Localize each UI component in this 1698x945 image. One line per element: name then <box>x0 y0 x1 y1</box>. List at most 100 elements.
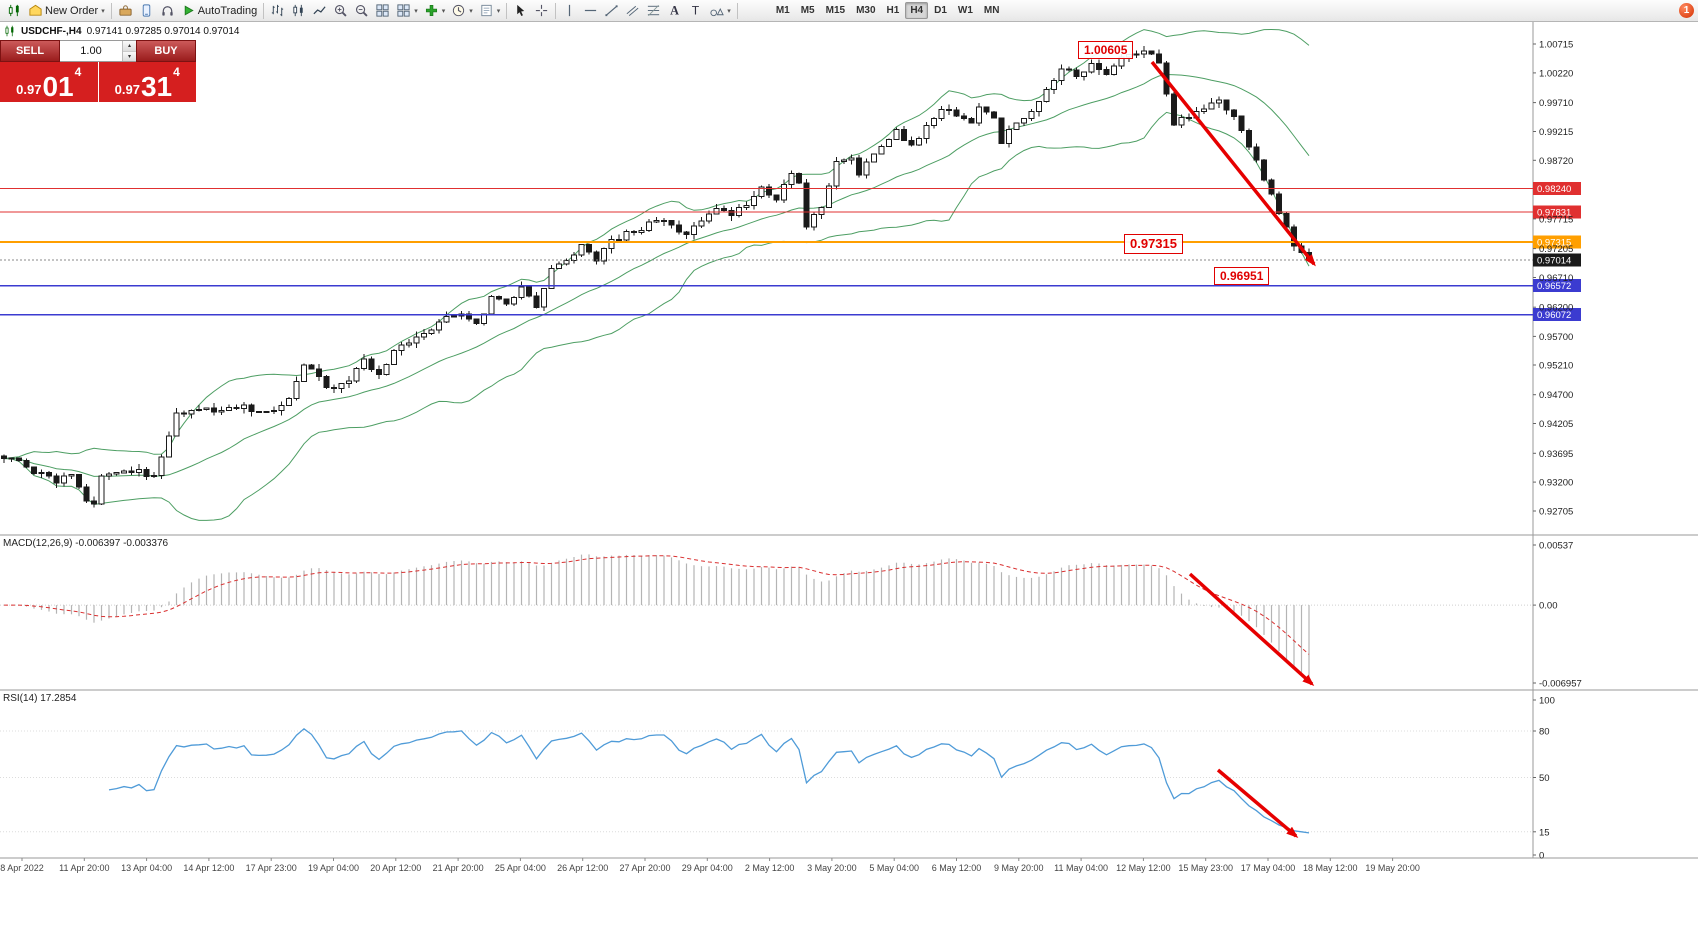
svg-text:27 Apr 20:00: 27 Apr 20:00 <box>619 863 670 873</box>
svg-text:19 May 20:00: 19 May 20:00 <box>1365 863 1420 873</box>
timeframe-m5[interactable]: M5 <box>800 5 815 16</box>
svg-text:0.93200: 0.93200 <box>1539 478 1573 489</box>
data-window-icon[interactable] <box>136 1 157 20</box>
buy-price-prefix: 0.97 <box>114 82 140 97</box>
main-toolbar: New Order ▾ AutoTrading ▾ ▾ ▾ ▾ A T ▾ M1 M5 M15 M30 H… <box>0 0 1698 22</box>
svg-text:0.98240: 0.98240 <box>1537 184 1571 195</box>
terminal-icon[interactable] <box>157 1 178 20</box>
sell-button[interactable]: SELL <box>0 40 60 62</box>
autotrading-button[interactable]: AutoTrading <box>178 1 261 20</box>
svg-text:0.95700: 0.95700 <box>1539 332 1573 343</box>
svg-text:0.97315: 0.97315 <box>1537 238 1571 249</box>
svg-text:100: 100 <box>1539 696 1555 707</box>
bar-chart-button[interactable] <box>267 1 288 20</box>
candlestick-chart-button[interactable] <box>288 1 309 20</box>
market-watch-icon[interactable] <box>115 1 136 20</box>
annotation-low-price[interactable]: 0.96951 <box>1214 267 1270 285</box>
arrange-windows-button[interactable]: ▾ <box>393 1 421 20</box>
new-order-button[interactable]: New Order ▾ <box>25 1 108 20</box>
buy-price-point: 4 <box>173 65 180 79</box>
svg-text:29 Apr 04:00: 29 Apr 04:00 <box>682 863 733 873</box>
svg-text:0.99215: 0.99215 <box>1539 127 1573 138</box>
volume-decrease-button[interactable]: ▾ <box>123 51 136 61</box>
text-tool[interactable]: A <box>664 1 685 20</box>
toolbar-separator <box>263 2 265 19</box>
svg-text:0.00537: 0.00537 <box>1539 541 1573 552</box>
crosshair-tool[interactable] <box>531 1 552 20</box>
svg-text:11 Apr 20:00: 11 Apr 20:00 <box>59 863 109 873</box>
svg-text:2 May 12:00: 2 May 12:00 <box>745 863 795 873</box>
sell-price-prefix: 0.97 <box>16 82 42 97</box>
svg-text:15 May 23:00: 15 May 23:00 <box>1178 863 1233 873</box>
svg-text:0.97831: 0.97831 <box>1537 208 1571 219</box>
svg-text:0.96710: 0.96710 <box>1539 273 1573 284</box>
template-button[interactable]: ▾ <box>476 1 504 20</box>
svg-text:0.97715: 0.97715 <box>1539 214 1573 225</box>
chart-area: 0.98240 0.97831 0.97315 0.96572 0.96072 0.970… <box>0 22 1698 945</box>
zoom-in-button[interactable] <box>330 1 351 20</box>
svg-text:19 Apr 04:00: 19 Apr 04:00 <box>308 863 359 873</box>
chart-window-icon[interactable] <box>4 1 25 20</box>
horizontal-level-lines[interactable]: 0.98240 0.97831 0.97315 0.96572 0.96072 0.970… <box>0 181 1581 322</box>
buy-price-big: 31 <box>140 71 173 102</box>
volume-value[interactable]: 1.00 <box>80 45 102 57</box>
bollinger-bands <box>3 28 1310 521</box>
price-trend-arrow[interactable] <box>1150 60 1316 267</box>
timeframe-h4[interactable]: H4 <box>905 2 929 19</box>
svg-text:12 May 12:00: 12 May 12:00 <box>1116 863 1171 873</box>
tile-windows-button[interactable] <box>372 1 393 20</box>
svg-text:0.97205: 0.97205 <box>1539 244 1573 255</box>
period-selector-button[interactable]: ▾ <box>448 1 476 20</box>
notification-badge[interactable]: 1 <box>1679 3 1694 18</box>
chart-title: USDCHF-,H4 0.97141 0.97285 0.97014 0.970… <box>4 25 240 37</box>
cursor-tool[interactable] <box>510 1 531 20</box>
annotation-level-price[interactable]: 0.97315 <box>1124 234 1183 254</box>
timeframe-mn[interactable]: MN <box>983 5 1000 16</box>
one-click-trading-panel: SELL 1.00 ▴ ▾ BUY 0.97 01 4 0.97 <box>0 40 196 102</box>
annotation-peak-price[interactable]: 1.00605 <box>1078 41 1134 59</box>
trend-arrows[interactable] <box>1150 60 1316 838</box>
timeframe-h1[interactable]: H1 <box>886 5 900 16</box>
svg-text:21 Apr 20:00: 21 Apr 20:00 <box>433 863 484 873</box>
svg-text:14 Apr 12:00: 14 Apr 12:00 <box>183 863 234 873</box>
arrows-objects-tool[interactable]: ▾ <box>706 1 734 20</box>
buy-price-display[interactable]: 0.97 31 4 <box>98 62 196 102</box>
volume-increase-button[interactable]: ▴ <box>123 41 136 52</box>
buy-button[interactable]: BUY <box>136 40 196 62</box>
macd-trend-arrow[interactable] <box>1188 572 1315 687</box>
svg-text:1.00220: 1.00220 <box>1539 68 1573 79</box>
text-label-tool[interactable]: T <box>685 1 706 20</box>
add-indicator-button[interactable]: ▾ <box>421 1 449 20</box>
toolbar-separator <box>555 2 557 19</box>
svg-text:13 Apr 04:00: 13 Apr 04:00 <box>121 863 172 873</box>
line-chart-button[interactable] <box>309 1 330 20</box>
volume-stepper[interactable]: 1.00 ▴ ▾ <box>60 40 136 62</box>
timeframe-m15[interactable]: M15 <box>825 5 846 16</box>
svg-text:0.95210: 0.95210 <box>1539 361 1573 372</box>
fibonacci-tool[interactable] <box>643 1 664 20</box>
vertical-line-tool[interactable] <box>559 1 580 20</box>
timeframe-m30[interactable]: M30 <box>856 5 876 16</box>
horizontal-line-tool[interactable] <box>580 1 601 20</box>
trendline-tool[interactable] <box>601 1 622 20</box>
timeframe-m1[interactable]: M1 <box>775 5 790 16</box>
svg-text:11 May 04:00: 11 May 04:00 <box>1054 863 1108 873</box>
toolbar-separator <box>736 2 738 19</box>
volume-spinner: ▴ ▾ <box>122 41 136 61</box>
panel-separators <box>0 22 1698 859</box>
timeframe-w1[interactable]: W1 <box>957 5 973 16</box>
svg-text:0.93695: 0.93695 <box>1539 449 1573 460</box>
symbol-label: USDCHF-,H4 <box>21 25 82 37</box>
svg-text:0.98720: 0.98720 <box>1539 156 1573 167</box>
equidistant-channel-tool[interactable] <box>622 1 643 20</box>
zoom-out-button[interactable] <box>351 1 372 20</box>
sell-price-display[interactable]: 0.97 01 4 <box>0 62 98 102</box>
svg-text:8 Apr 2022: 8 Apr 2022 <box>0 863 44 873</box>
rsi-label: RSI(14) 17.2854 <box>3 693 77 704</box>
toolbar-separator <box>110 2 112 19</box>
timeframe-toolbar: M1 M5 M15 M30 H1 H4 D1 W1 MN <box>771 2 1005 19</box>
timeframe-d1[interactable]: D1 <box>934 5 947 16</box>
chart-canvas[interactable]: 0.982400.978310.973150.965720.960720.970… <box>0 22 1698 945</box>
svg-text:0.97014: 0.97014 <box>1537 255 1571 266</box>
rsi-trend-arrow[interactable] <box>1216 768 1299 838</box>
